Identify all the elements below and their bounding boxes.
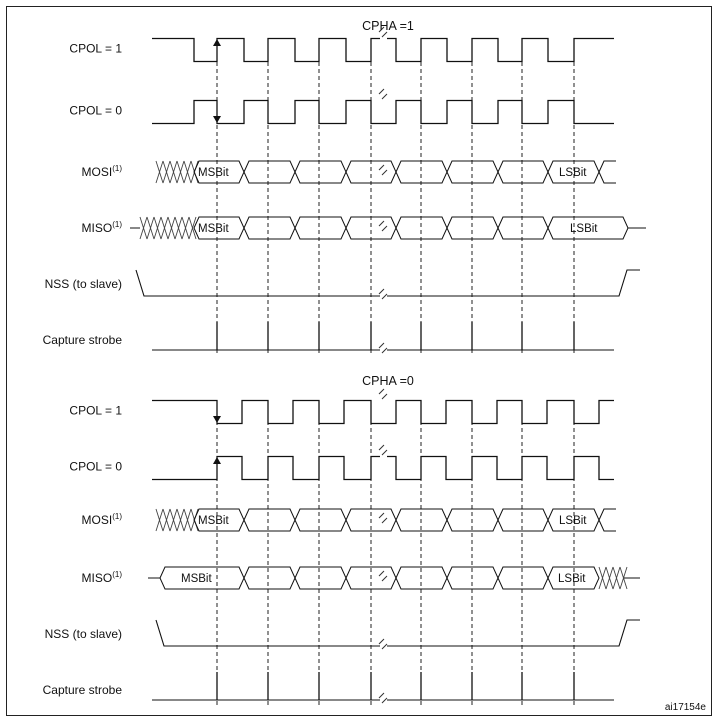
outer-border	[6, 6, 712, 716]
signal-footnote-miso-1: (1)	[112, 570, 122, 579]
miso-lsbit-label-0: LSBit	[570, 223, 598, 235]
mosi-msbit-label-0: MSBit	[198, 167, 229, 179]
break-mark-1-5	[378, 692, 388, 704]
signal-label-text-nss-0: NSS (to slave)	[45, 277, 122, 291]
figure-reference-id: ai17154e	[665, 702, 707, 713]
miso-bus-0	[193, 216, 629, 240]
break-mark-0-5	[378, 342, 388, 354]
signal-label-cpol0-0: CPOL = 0	[69, 104, 122, 118]
signal-label-text-cpol0-0: CPOL = 0	[69, 104, 122, 118]
mosi-tail-0	[598, 160, 616, 184]
signal-label-nss-1: NSS (to slave)	[45, 627, 122, 641]
clock-cpol1-waveform-1	[152, 399, 614, 425]
signal-footnote-mosi-0: (1)	[112, 164, 122, 173]
break-mark-0-1	[378, 88, 388, 100]
panel-title-0: CPHA =1	[362, 19, 414, 33]
signal-label-cpol1-1: CPOL = 1	[69, 404, 122, 418]
signal-label-text-cpol0-1: CPOL = 0	[69, 460, 122, 474]
break-mark-1-3	[378, 570, 388, 582]
nss-waveform-1	[155, 619, 640, 647]
mosi-tail-1	[598, 508, 616, 532]
panel-title-1: CPHA =0	[362, 374, 414, 388]
signal-label-strobe-0: Capture strobe	[43, 333, 123, 347]
signal-label-miso-0: MISO(1)	[82, 220, 123, 235]
mosi-lsbit-label-1: LSBit	[559, 515, 587, 527]
break-mark-1-0	[378, 388, 388, 400]
break-gap-0-5	[380, 343, 387, 357]
miso-bus-1	[159, 566, 600, 590]
break-mark-0-0	[378, 26, 388, 38]
mosi-bus-0	[193, 160, 600, 184]
signal-label-nss-0: NSS (to slave)	[45, 277, 122, 291]
signal-footnote-miso-0: (1)	[112, 220, 122, 229]
signal-label-text-mosi-1: MOSI	[82, 513, 113, 527]
signal-label-text-cpol1-1: CPOL = 1	[69, 404, 122, 418]
clock-cpol0-waveform-0	[152, 99, 614, 125]
signal-label-strobe-1: Capture strobe	[43, 683, 123, 697]
mosi-lsbit-label-0: LSBit	[559, 167, 587, 179]
signal-label-text-cpol1-0: CPOL = 1	[69, 42, 122, 56]
miso-undefined-hatch-0	[139, 216, 197, 240]
miso-msbit-label-1: MSBit	[181, 573, 212, 585]
break-gap-1-4	[380, 639, 387, 653]
break-gap-0-4	[380, 289, 387, 303]
edge-arrow-up-0	[213, 39, 221, 46]
break-mark-0-3	[378, 220, 388, 232]
break-gap-1-1	[380, 445, 387, 459]
edge-arrow-up-1	[213, 457, 221, 464]
break-mark-1-4	[378, 638, 388, 650]
signal-label-text-mosi-0: MOSI	[82, 165, 113, 179]
miso-lsbit-label-1: LSBit	[558, 573, 586, 585]
break-gap-1-2	[380, 513, 387, 527]
signal-label-text-strobe-1: Capture strobe	[43, 683, 123, 697]
break-gap-1-0	[380, 389, 387, 403]
signal-label-text-miso-0: MISO	[82, 221, 113, 235]
signal-label-cpol1-0: CPOL = 1	[69, 42, 122, 56]
signal-label-text-strobe-0: Capture strobe	[43, 333, 123, 347]
signal-label-miso-1: MISO(1)	[82, 570, 123, 585]
nss-waveform-0	[135, 269, 640, 297]
break-gap-0-2	[380, 165, 387, 179]
break-mark-0-4	[378, 288, 388, 300]
break-gap-0-3	[380, 221, 387, 235]
clock-cpol0-waveform-1	[152, 455, 614, 481]
signal-footnote-mosi-1: (1)	[112, 512, 122, 521]
break-mark-0-2	[378, 164, 388, 176]
signal-label-mosi-0: MOSI(1)	[82, 164, 123, 179]
signal-label-text-nss-1: NSS (to slave)	[45, 627, 122, 641]
break-gap-1-3	[380, 571, 387, 585]
mosi-msbit-label-1: MSBit	[198, 515, 229, 527]
break-gap-0-1	[380, 89, 387, 103]
miso-undefined-hatch-1	[598, 566, 628, 590]
mosi-bus-1	[193, 508, 600, 532]
edge-arrow-down-0	[213, 116, 221, 123]
break-gap-1-5	[380, 693, 387, 707]
break-mark-1-1	[378, 444, 388, 456]
break-gap-0-0	[380, 27, 387, 41]
break-mark-1-2	[378, 512, 388, 524]
signal-label-text-miso-1: MISO	[82, 571, 113, 585]
miso-msbit-label-0: MSBit	[198, 223, 229, 235]
signal-label-mosi-1: MOSI(1)	[82, 512, 123, 527]
signal-label-cpol0-1: CPOL = 0	[69, 460, 122, 474]
edge-arrow-down-1	[213, 416, 221, 423]
